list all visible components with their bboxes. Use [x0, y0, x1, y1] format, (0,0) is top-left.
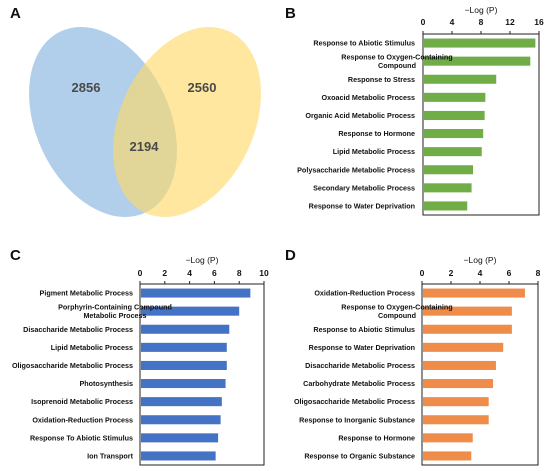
category-label-b-2: Response to Oxygen-Containing Compound [341, 52, 452, 70]
bar-c-6 [141, 379, 226, 389]
x-tick-label-b: 8 [479, 17, 484, 27]
bar-c-4 [141, 342, 227, 352]
panel-b-label: B [285, 5, 296, 22]
category-label-d-8: Response to Inorganic Substance [299, 415, 415, 424]
category-label-c-3: Disaccharide Metabolic Process [23, 325, 133, 334]
bar-b-2 [424, 56, 531, 66]
bar-b-4 [424, 92, 486, 102]
category-label-c-10: Ion Transport [87, 451, 134, 460]
category-label-d-5: Disaccharide Metabolic Process [305, 361, 415, 370]
bar-d-10 [423, 451, 472, 461]
x-tick-label-d: 6 [507, 268, 512, 278]
bar-d-2 [423, 306, 512, 316]
bar-b-10 [424, 201, 468, 211]
venn-right-count: 2560 [188, 80, 217, 95]
category-label-b-10: Response to Water Deprivation [309, 201, 415, 210]
panel-b: B −Log (P) 0 4 8 12 16 Response to Abiotic Sti… [285, 5, 544, 216]
category-label-c-2: Porphyrin-Containing Compound Metabolic P… [58, 302, 172, 320]
x-axis-title-b: −Log (P) [465, 5, 498, 15]
x-axis-title-d: −Log (P) [464, 255, 497, 265]
category-label-d-10: Response to Organic Substance [304, 451, 415, 460]
category-label-d-6: Carbohydrate Metabolic Process [303, 379, 415, 388]
panel-d-label: D [285, 247, 296, 264]
category-label-d-3: Response to Abiotic Stimulus [313, 325, 415, 334]
bar-d-4 [423, 342, 504, 352]
bar-c-5 [141, 360, 227, 370]
category-label-b-1: Response to Abiotic Stimulus [313, 39, 415, 48]
x-axis-title-c: −Log (P) [186, 255, 219, 265]
x-tick-label-c: 2 [162, 268, 167, 278]
bar-b-5 [424, 110, 485, 120]
bar-c-10 [141, 451, 216, 461]
panel-c: C −Log (P) 0 2 4 6 8 10 Pigment Metabolic Proce… [10, 247, 269, 466]
x-tick-label-c: 8 [237, 268, 242, 278]
chart-b: −Log (P) 0 4 8 12 16 Response to Abiotic Stimu… [297, 5, 544, 216]
bar-c-2 [141, 306, 240, 316]
x-tick-label-c: 4 [187, 268, 192, 278]
venn-left-count: 2856 [72, 80, 101, 95]
plot-frame-c [139, 283, 265, 466]
category-label-b-8: Polysaccharide Metabolic Process [297, 165, 415, 174]
bar-c-9 [141, 433, 219, 443]
category-label-b-9: Secondary Metabolic Process [313, 183, 415, 192]
x-tick-label-c: 0 [138, 268, 143, 278]
category-label-b-7: Lipid Metabolic Process [333, 147, 415, 156]
x-tick-label-b: 0 [421, 17, 426, 27]
category-label-d-9: Response to Hormone [338, 433, 415, 442]
category-label-d-4: Response to Water Deprivation [309, 343, 415, 352]
bar-d-1 [423, 288, 525, 298]
venn-overlap-count: 2194 [130, 139, 160, 154]
category-label-b-5: Organic Acid Metabolic Process [305, 111, 415, 120]
category-label-c-7: Isoprenoid Metabolic Process [31, 397, 133, 406]
x-tick-label-d: 0 [420, 268, 425, 278]
bar-b-9 [424, 183, 472, 193]
category-label-d-2: Response to Oxygen-Containing Compound [341, 302, 452, 320]
bar-b-8 [424, 165, 474, 175]
x-tick-label-c: 6 [212, 268, 217, 278]
bar-c-8 [141, 415, 221, 425]
venn-right-ellipse [113, 27, 261, 217]
bar-b-7 [424, 147, 482, 157]
bar-b-1 [424, 38, 536, 48]
category-label-c-9: Response To Abiotic Stimulus [30, 433, 133, 442]
category-label-d-1: Oxidation-Reduction Process [314, 289, 415, 298]
bar-c-3 [141, 324, 230, 334]
category-label-c-5: Oligosaccharide Metabolic Process [12, 361, 133, 370]
x-tick-label-c: 10 [259, 268, 269, 278]
category-label-c-4: Lipid Metabolic Process [51, 343, 133, 352]
bar-d-9 [423, 433, 473, 443]
x-tick-label-b: 12 [505, 17, 515, 27]
category-label-d-7: Oligosaccharide Metabolic Process [294, 397, 415, 406]
panel-c-label: C [10, 247, 21, 264]
x-tick-label-d: 2 [449, 268, 454, 278]
bar-d-5 [423, 360, 496, 370]
category-label-c-1: Pigment Metabolic Process [40, 289, 133, 298]
category-label-c-6: Photosynthesis [79, 379, 133, 388]
bar-b-3 [424, 74, 497, 84]
category-label-b-6: Response to Hormone [338, 129, 415, 138]
x-tick-label-d: 8 [536, 268, 541, 278]
bar-c-7 [141, 397, 222, 407]
bar-d-3 [423, 324, 512, 334]
panel-d: D −Log (P) 0 2 4 6 8 Oxidation-Reduction Proce… [285, 247, 541, 466]
x-tick-label-b: 4 [450, 17, 455, 27]
panel-a-label: A [10, 5, 21, 22]
bar-d-8 [423, 415, 489, 425]
bar-b-6 [424, 129, 484, 139]
bar-d-7 [423, 397, 489, 407]
chart-d: −Log (P) 0 2 4 6 8 Oxidation-Reduction Process… [294, 255, 541, 466]
x-tick-label-b: 16 [534, 17, 544, 27]
bar-c-1 [141, 288, 251, 298]
category-label-c-8: Oxidation-Reduction Process [32, 415, 133, 424]
chart-c: −Log (P) 0 2 4 6 8 10 Pigment Metabolic Process… [12, 255, 269, 466]
panel-a: A 2856 2560 2194 [10, 5, 261, 217]
category-label-b-3: Response to Stress [348, 75, 415, 84]
category-label-b-4: Oxoacid Metabolic Process [322, 93, 415, 102]
x-tick-label-d: 4 [478, 268, 483, 278]
bar-d-6 [423, 379, 494, 389]
